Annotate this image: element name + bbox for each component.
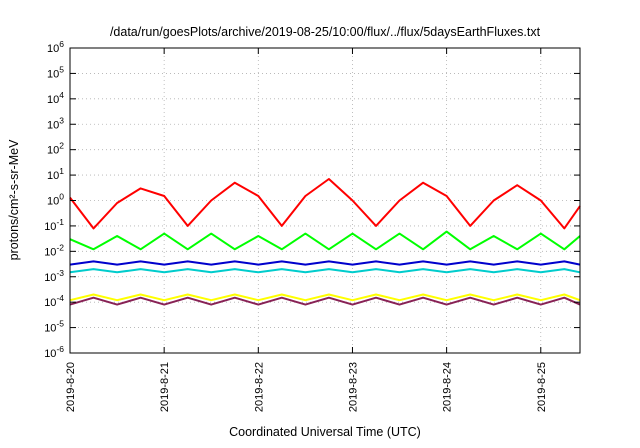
grid-lines	[70, 47, 580, 354]
series-line	[69, 293, 581, 302]
x-tick-label: 2019-8-20	[65, 362, 77, 412]
x-tick-label: 2019-8-25	[536, 362, 548, 412]
series-line	[69, 178, 581, 230]
x-ticks: 2019-8-20 2019-8-21 2019-8-22 2019-8-23 2019…	[65, 48, 548, 412]
y-tick-label: 106	[47, 39, 64, 55]
x-axis-title: Coordinated Universal Time (UTC)	[229, 425, 421, 439]
series-line	[69, 296, 581, 306]
y-tick-label: 10-4	[44, 293, 64, 309]
x-tick-label: 2019-8-22	[253, 362, 265, 412]
y-tick-label: 104	[47, 90, 64, 106]
y-tick-label: 100	[47, 192, 64, 208]
y-tick-label: 10-1	[44, 217, 64, 233]
x-tick-label: 2019-8-24	[442, 362, 454, 412]
y-tick-label: 10-2	[44, 242, 64, 258]
y-tick-label: 10-5	[44, 319, 64, 335]
y-tick-label: 105	[47, 64, 64, 80]
chart-title: /data/run/goesPlots/archive/2019-08-25/1…	[110, 25, 541, 39]
series-line	[69, 230, 581, 251]
y-axis-title: protons/cm²-s-sr-MeV	[7, 139, 21, 261]
y-ticks: 106 105 104 103 102 101 100 10-1 10-2 10-3 10-4 10-…	[44, 39, 580, 360]
series-line	[69, 268, 581, 274]
x-tick-label: 2019-8-23	[347, 362, 359, 412]
y-tick-label: 10-3	[44, 268, 64, 284]
y-tick-label: 102	[47, 141, 64, 157]
y-tick-label: 103	[47, 115, 64, 131]
series-layer	[69, 178, 581, 306]
y-tick-label: 101	[47, 166, 64, 182]
series-line	[69, 260, 581, 266]
y-tick-label: 10-6	[44, 344, 64, 360]
x-tick-label: 2019-8-21	[159, 362, 171, 412]
